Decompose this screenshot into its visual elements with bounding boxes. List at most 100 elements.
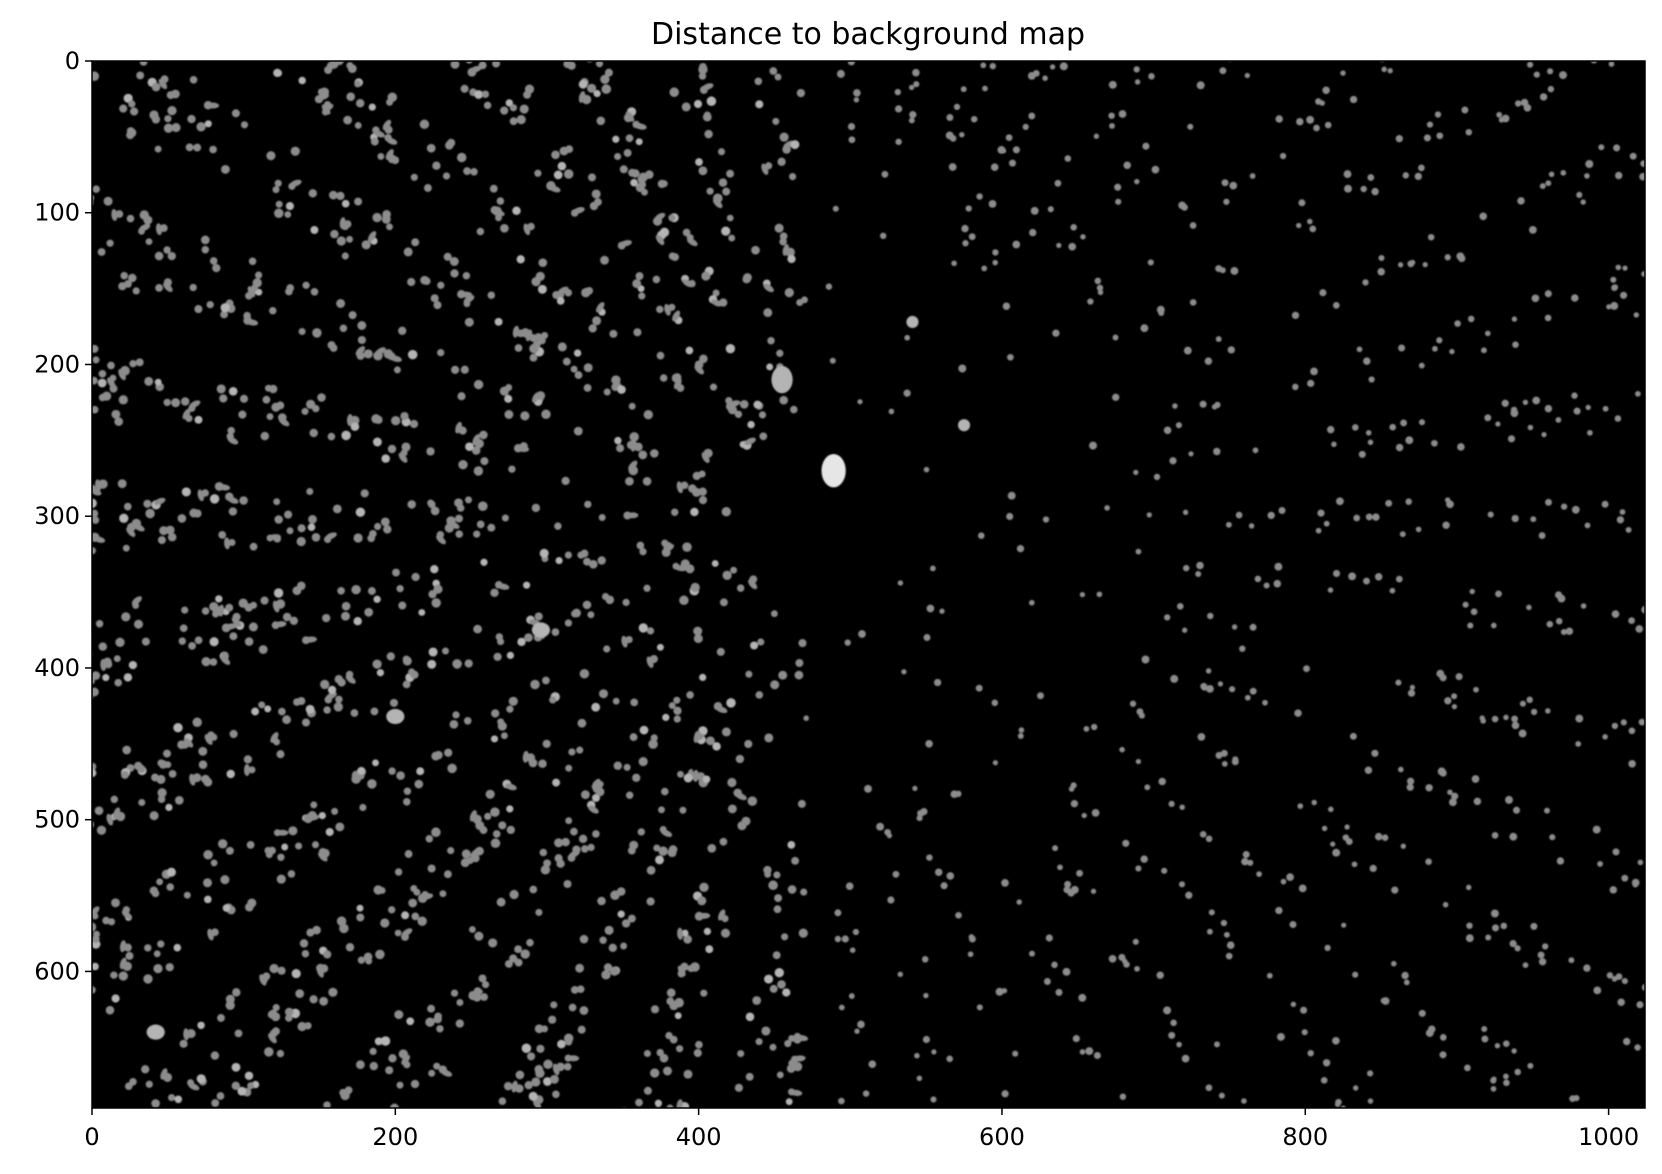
blob <box>844 639 851 646</box>
blob <box>1585 404 1591 411</box>
blob <box>1631 878 1640 887</box>
blob <box>727 405 738 415</box>
blob <box>1007 353 1014 361</box>
blob-connected <box>552 1063 560 1076</box>
blob <box>1509 832 1518 841</box>
blob <box>411 912 420 921</box>
blob <box>1112 334 1119 341</box>
blob <box>111 898 120 908</box>
blob <box>650 1005 660 1014</box>
blob <box>396 1081 404 1089</box>
blob <box>541 409 551 420</box>
blob-connected <box>744 437 756 445</box>
blob <box>1197 733 1206 741</box>
blob <box>745 670 753 678</box>
blob <box>245 902 254 912</box>
blob <box>1507 435 1516 443</box>
blob <box>1083 726 1090 732</box>
blob <box>683 934 692 944</box>
blob <box>1055 988 1063 996</box>
blob <box>1226 941 1235 950</box>
blob-connected <box>131 596 142 606</box>
blob-connected <box>637 176 647 188</box>
blob <box>897 971 904 978</box>
blob <box>202 878 213 888</box>
blob <box>834 935 842 943</box>
blob <box>589 201 599 211</box>
blob-connected <box>567 1055 580 1062</box>
blob <box>1352 424 1359 431</box>
blob <box>916 815 923 822</box>
blob <box>719 837 728 846</box>
blob <box>1425 784 1433 792</box>
blob <box>857 1020 865 1029</box>
blob <box>1012 146 1020 154</box>
blob <box>677 770 684 778</box>
blob <box>682 228 691 237</box>
blob <box>198 760 208 769</box>
blob <box>1353 514 1361 522</box>
blob <box>274 208 284 218</box>
blob <box>1062 967 1071 976</box>
blob <box>848 993 855 1000</box>
blob <box>1568 957 1575 964</box>
blob <box>841 935 849 943</box>
blob <box>1422 261 1428 268</box>
blob <box>643 1049 651 1058</box>
blob <box>463 716 472 725</box>
blob <box>1181 1054 1190 1063</box>
blob <box>1168 800 1175 807</box>
blob <box>575 963 585 973</box>
blob <box>1052 845 1059 852</box>
blob <box>285 287 293 296</box>
blob <box>614 436 622 445</box>
blob <box>1064 155 1072 162</box>
blob <box>1185 891 1193 899</box>
blob <box>1405 436 1414 445</box>
blob <box>353 616 362 626</box>
blob-connected <box>782 244 790 256</box>
blob <box>1490 909 1499 918</box>
blob-connected <box>163 282 173 292</box>
blob <box>1196 561 1204 570</box>
blob-connected <box>126 527 136 538</box>
blob <box>1164 614 1171 621</box>
blob <box>1244 694 1251 701</box>
blob <box>1609 886 1618 894</box>
blob <box>1215 336 1222 343</box>
blob <box>1093 1051 1101 1060</box>
blob <box>1547 85 1555 93</box>
blob <box>299 939 309 948</box>
blob <box>751 245 760 255</box>
blob <box>635 1098 643 1107</box>
blob <box>449 719 459 729</box>
blob <box>670 508 679 516</box>
blob-connected <box>121 910 132 920</box>
blob <box>336 236 346 246</box>
blob <box>291 969 301 979</box>
blob <box>1539 183 1546 190</box>
blob <box>144 376 154 386</box>
blob <box>1122 839 1130 847</box>
bright-blob <box>906 315 919 329</box>
blob <box>1135 758 1142 765</box>
blob <box>138 798 146 807</box>
blob <box>516 255 525 264</box>
blob <box>790 405 798 414</box>
blob <box>1464 1064 1471 1072</box>
blob <box>427 659 437 669</box>
blob <box>503 1081 513 1091</box>
blob <box>845 882 854 891</box>
blob <box>1141 655 1150 664</box>
blob <box>1322 86 1330 95</box>
blob <box>194 415 203 424</box>
bright-blob <box>821 454 846 488</box>
blob <box>231 1081 241 1091</box>
blob <box>1319 289 1327 297</box>
blob <box>779 237 787 246</box>
blob-connected <box>694 365 705 375</box>
blob <box>960 86 967 93</box>
blob <box>517 637 526 647</box>
blob-connected <box>188 1082 200 1091</box>
blob <box>923 634 931 641</box>
